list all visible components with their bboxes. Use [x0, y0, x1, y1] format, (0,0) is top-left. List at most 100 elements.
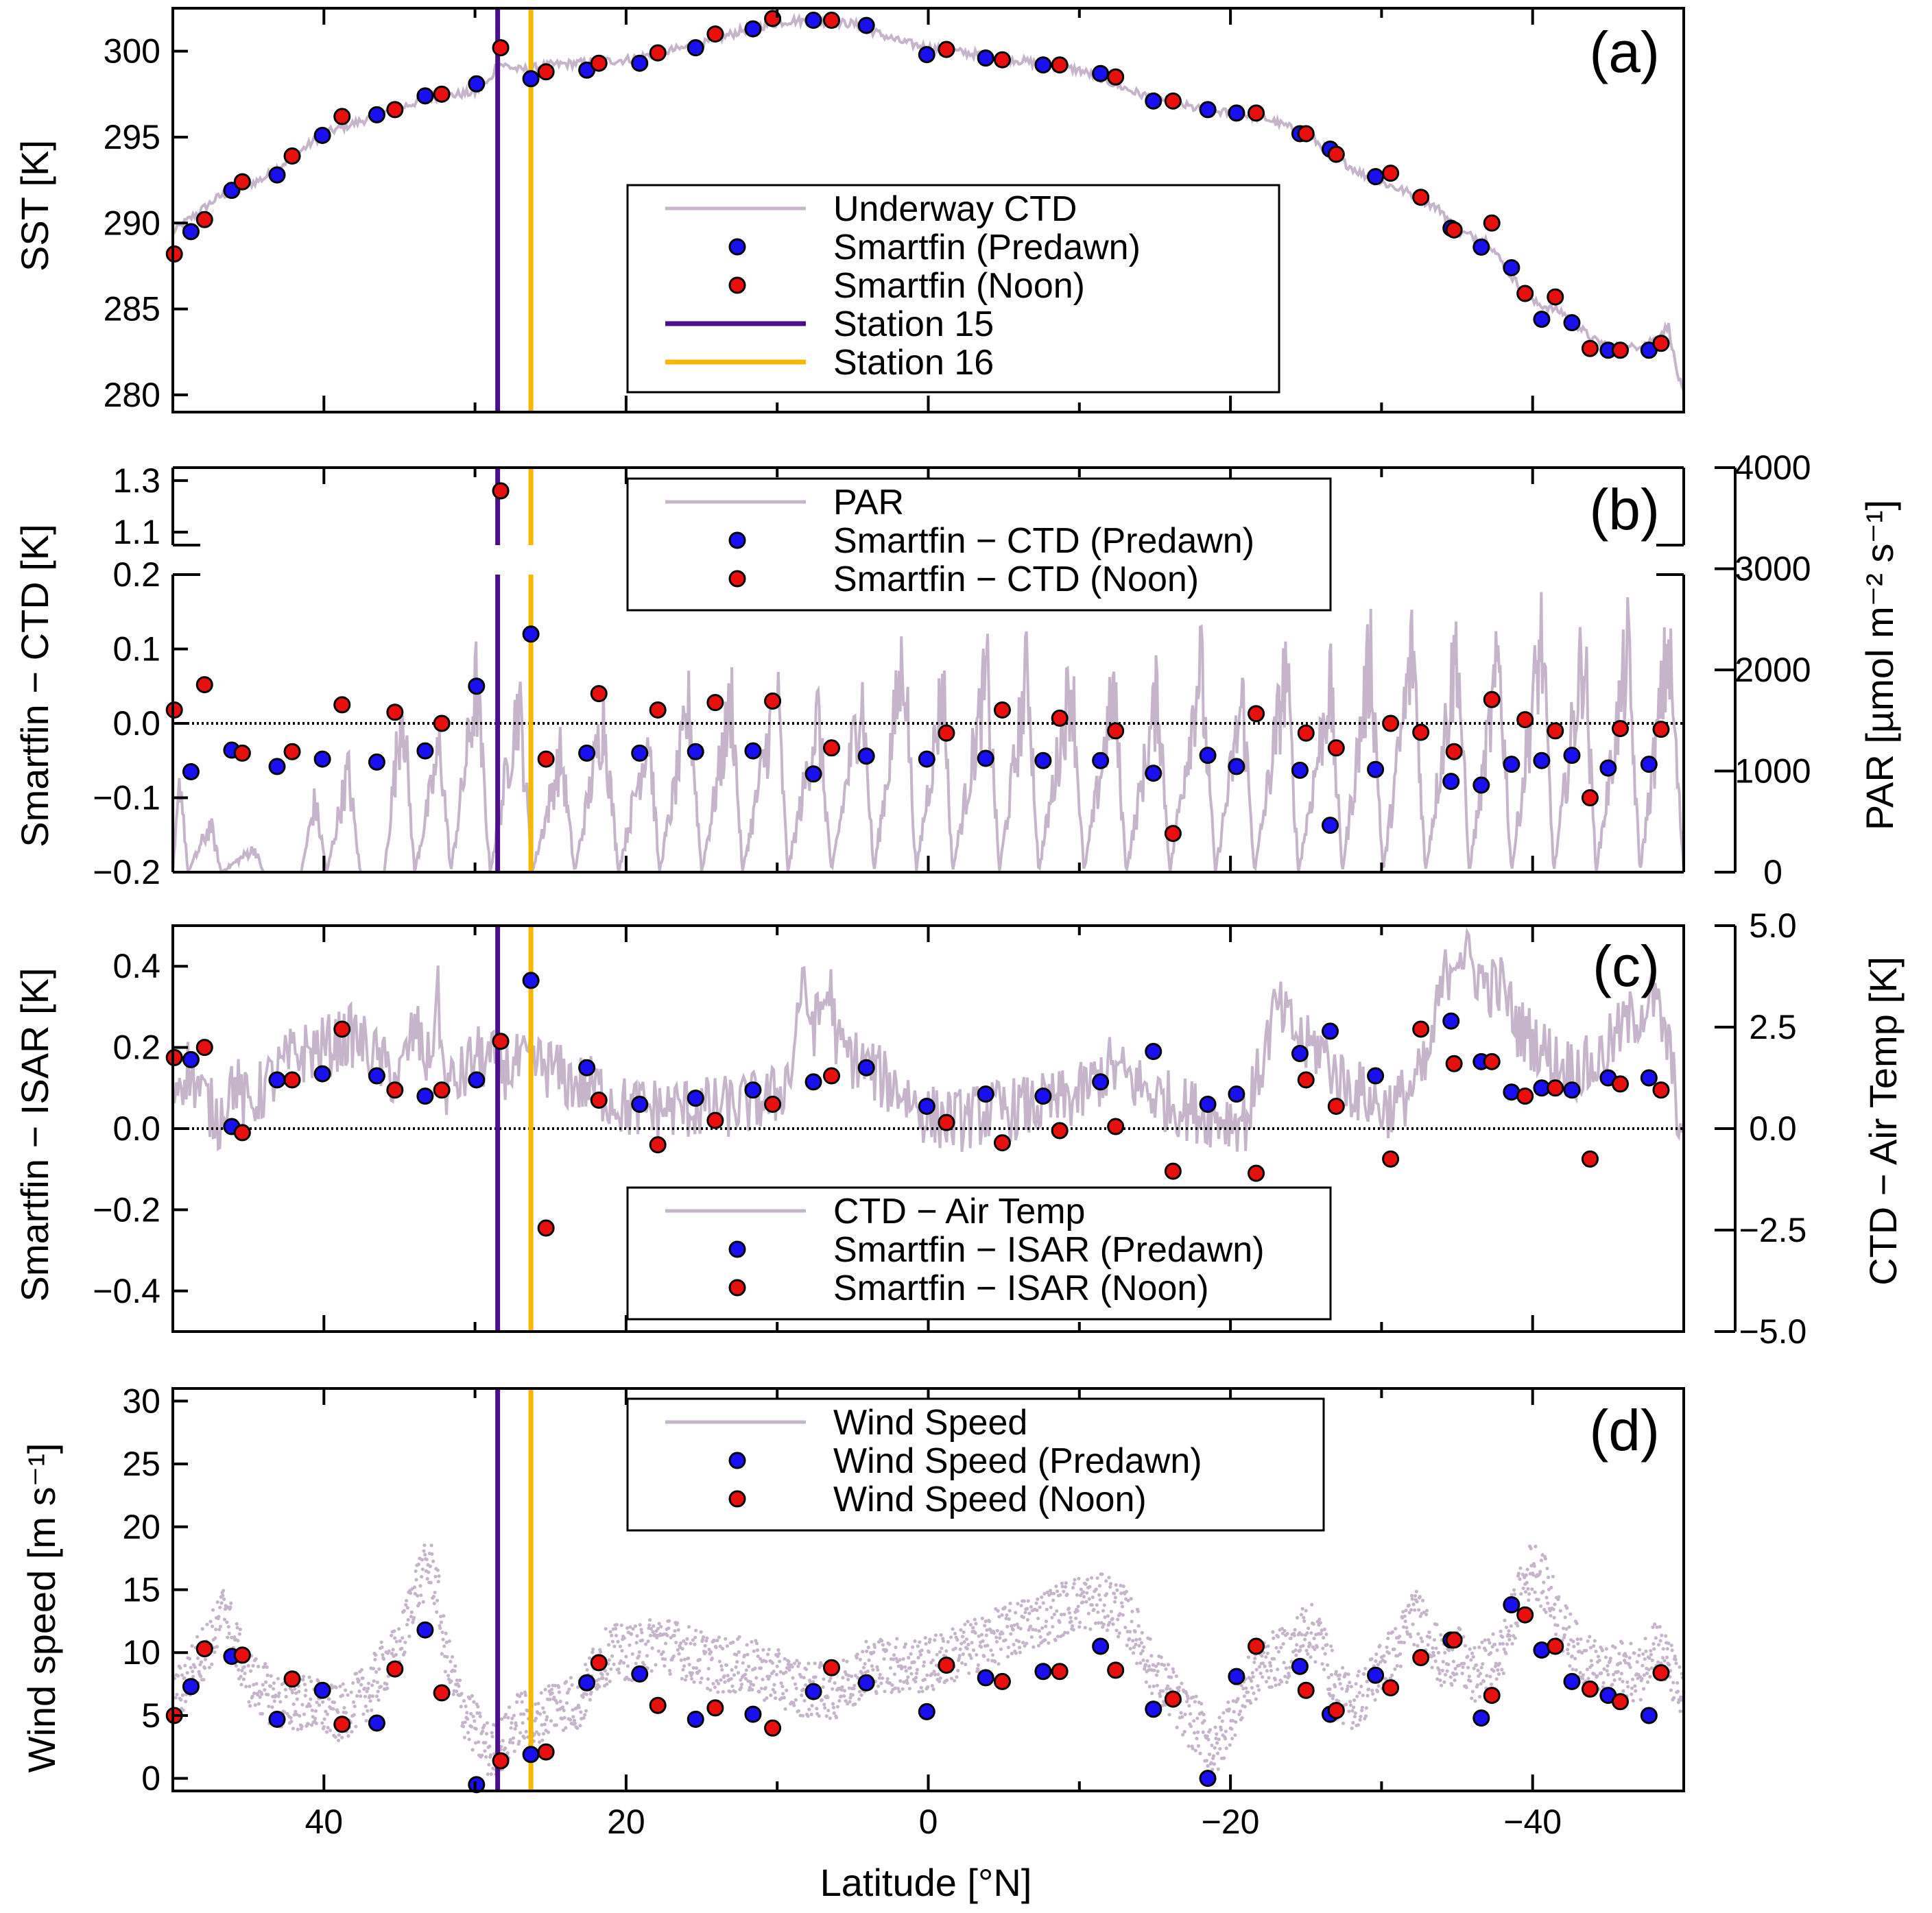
wind-speed-sample — [1664, 1634, 1668, 1638]
wind-speed-sample — [1283, 1674, 1287, 1679]
wind-speed-sample — [1422, 1610, 1426, 1615]
wind-speed-sample — [338, 1684, 342, 1689]
wind-speed-sample — [1049, 1605, 1053, 1609]
wind-speed-sample — [543, 1687, 547, 1692]
wind-speed-sample — [523, 1690, 527, 1694]
wind-speed-sample — [541, 1706, 545, 1710]
smartfin-isar-noon-point — [938, 1114, 955, 1131]
wind-speed-sample — [808, 1680, 813, 1685]
wind-speed-sample — [1034, 1601, 1038, 1605]
wind-speed-sample — [1023, 1611, 1027, 1615]
smartfin-ctd-noon-point — [1483, 690, 1501, 708]
smartfin-ctd-predawn-point — [804, 765, 822, 783]
wind-speed-sample — [1627, 1656, 1632, 1660]
wind-speed-sample — [912, 1660, 916, 1664]
wind-speed-sample — [1630, 1686, 1634, 1690]
wind-noon-point — [386, 1660, 404, 1678]
wind-speed-sample — [438, 1626, 442, 1631]
wind-speed-sample — [922, 1664, 926, 1668]
wind-speed-sample — [938, 1650, 942, 1654]
wind-speed-sample — [333, 1735, 337, 1739]
wind-speed-sample — [967, 1671, 971, 1675]
wind-speed-sample — [1601, 1685, 1605, 1689]
wind-speed-sample — [933, 1638, 937, 1642]
wind-speed-sample — [831, 1687, 835, 1691]
wind-speed-sample — [806, 1714, 810, 1718]
wind-speed-sample — [1189, 1724, 1193, 1729]
wind-speed-sample — [511, 1736, 516, 1740]
wind-speed-sample — [1271, 1630, 1275, 1634]
wind-speed-sample — [443, 1670, 447, 1674]
wind-speed-sample — [693, 1642, 697, 1646]
wind-speed-sample — [839, 1688, 844, 1692]
wind-speed-sample — [263, 1687, 267, 1692]
smartfin-noon-point — [537, 63, 555, 81]
wind-speed-sample — [322, 1717, 326, 1721]
wind-speed-sample — [667, 1619, 671, 1623]
wind-speed-sample — [1152, 1668, 1156, 1672]
wind-speed-sample — [1230, 1736, 1235, 1741]
wind-speed-sample — [680, 1647, 684, 1651]
wind-speed-sample — [977, 1634, 981, 1638]
wind-speed-sample — [248, 1704, 252, 1708]
wind-speed-sample — [693, 1635, 697, 1639]
wind-speed-sample — [1633, 1684, 1637, 1688]
wind-speed-sample — [930, 1684, 935, 1688]
wind-speed-sample — [1100, 1572, 1104, 1576]
wind-speed-sample — [202, 1678, 206, 1682]
smartfin-isar-noon-point — [823, 1067, 841, 1085]
wind-speed-sample — [1333, 1685, 1337, 1689]
wind-speed-sample — [1420, 1639, 1424, 1644]
wind-speed-sample — [1060, 1581, 1064, 1585]
wind-speed-sample — [1131, 1651, 1136, 1655]
wind-speed-sample — [1590, 1663, 1594, 1668]
wind-speed-sample — [686, 1656, 691, 1661]
wind-speed-sample — [1326, 1663, 1330, 1667]
wind-speed-sample — [1287, 1674, 1291, 1678]
wind-speed-sample — [436, 1580, 440, 1584]
wind-speed-sample — [588, 1698, 592, 1702]
smartfin-ctd-predawn-point — [578, 744, 596, 762]
wind-speed-sample — [649, 1669, 654, 1673]
wind-speed-sample — [641, 1638, 645, 1642]
wind-speed-sample — [949, 1676, 953, 1681]
wind-speed-sample — [457, 1684, 461, 1688]
wind-speed-sample — [898, 1679, 903, 1683]
wind-speed-sample — [1362, 1672, 1366, 1676]
wind-speed-sample — [334, 1685, 338, 1689]
wind-speed-sample — [401, 1636, 405, 1640]
wind-speed-sample — [1148, 1637, 1152, 1641]
wind-predawn-point — [1472, 1709, 1490, 1727]
wind-speed-sample — [799, 1674, 803, 1679]
wind-speed-sample — [767, 1674, 772, 1679]
wind-speed-sample — [1071, 1628, 1075, 1632]
wind-speed-sample — [252, 1683, 256, 1687]
wind-speed-sample — [807, 1707, 811, 1711]
wind-speed-sample — [1669, 1688, 1673, 1692]
smartfin-ctd-noon-point — [233, 744, 251, 762]
panel-a-tag: (a) — [1589, 20, 1660, 84]
wind-speed-sample — [1059, 1613, 1064, 1617]
wind-speed-sample — [272, 1699, 276, 1703]
wind-speed-sample — [1501, 1635, 1505, 1639]
wind-speed-sample — [857, 1697, 861, 1701]
wind-speed-sample — [982, 1655, 986, 1659]
wind-speed-sample — [1171, 1670, 1176, 1674]
wind-speed-sample — [1309, 1655, 1313, 1659]
smartfin-ctd-predawn-point — [1472, 776, 1490, 794]
wind-speed-sample — [1156, 1669, 1160, 1674]
smartfin-predawn-point — [1367, 168, 1385, 186]
wind-speed-sample — [684, 1674, 689, 1679]
wind-speed-sample — [246, 1663, 250, 1668]
legend-label: Wind Speed (Predawn) — [833, 1441, 1202, 1481]
panel-b-y-tick-label: −0.2 — [93, 853, 160, 891]
wind-speed-sample — [1224, 1729, 1228, 1733]
x-tick-label: −40 — [1503, 1803, 1562, 1841]
wind-predawn-point — [1034, 1663, 1052, 1681]
wind-speed-sample — [469, 1724, 474, 1729]
wind-speed-sample — [633, 1624, 638, 1628]
wind-speed-sample — [1066, 1607, 1071, 1611]
smartfin-ctd-predawn-point — [744, 742, 762, 760]
wind-speed-sample — [1018, 1626, 1023, 1631]
wind-speed-sample — [331, 1707, 335, 1711]
